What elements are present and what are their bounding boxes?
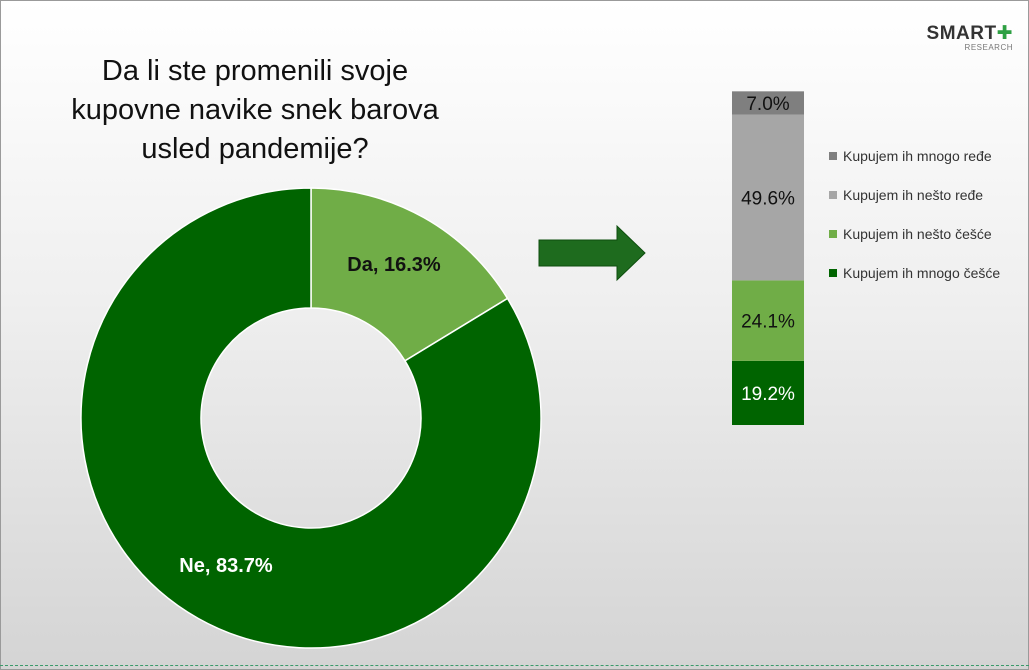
bar-segment-0: [732, 360, 804, 425]
legend-item: Kupujem ih mnogo češće: [829, 253, 1000, 292]
bar-label-3: 7.0%: [746, 94, 789, 115]
legend: Kupujem ih mnogo ređe Kupujem ih nešto re…: [829, 136, 1000, 292]
logo-plus-icon: ✚: [996, 23, 1013, 44]
donut-slice-da: [310, 187, 509, 362]
bar-label-0: 19.2%: [741, 384, 795, 405]
donut-label-da: Da, 16.3%: [347, 254, 441, 276]
bar-segment-2: [732, 114, 804, 281]
arrow-icon: [538, 224, 646, 282]
donut-label-ne: Ne, 83.7%: [179, 555, 273, 577]
donut-slice-ne: [80, 187, 542, 649]
legend-item: Kupujem ih mnogo ređe: [829, 136, 1000, 175]
legend-swatch: [829, 151, 837, 160]
legend-item: Kupujem ih nešto ređe: [829, 175, 1000, 214]
bottom-divider: [0, 665, 1029, 666]
chart-title: Da li ste promenili svoje kupovne navike…: [71, 55, 439, 165]
bar-segment-3: [732, 91, 804, 115]
legend-label: Kupujem ih mnogo ređe: [843, 147, 992, 164]
logo-subtext: RESEARCH: [964, 43, 1013, 52]
legend-swatch: [829, 229, 837, 238]
legend-swatch: [829, 268, 837, 277]
logo-text: SMART: [926, 23, 997, 44]
legend-label: Kupujem ih nešto češće: [843, 225, 992, 242]
legend-label: Kupujem ih mnogo češće: [843, 264, 1001, 281]
smart-research-logo: SMART✚ RESEARCH: [927, 22, 1013, 52]
bar-label-2: 49.6%: [741, 189, 795, 210]
bar-segment-1: [732, 280, 804, 361]
legend-item: Kupujem ih nešto češće: [829, 214, 1000, 253]
legend-swatch: [829, 190, 837, 199]
bar-label-1: 24.1%: [741, 312, 795, 333]
legend-label: Kupujem ih nešto ređe: [843, 186, 984, 203]
